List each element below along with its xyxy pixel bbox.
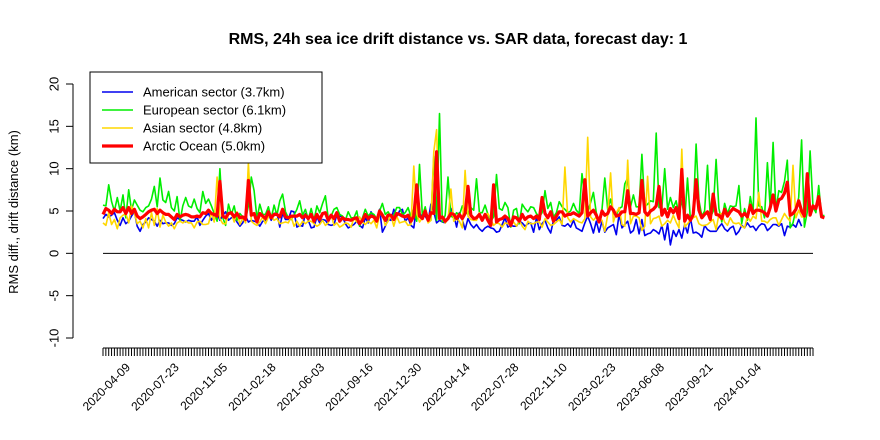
legend-label: Arctic Ocean (5.0km) (143, 139, 265, 154)
x-tick-label: 2021-12-30 (371, 360, 425, 414)
x-tick-label: 2023-09-21 (662, 360, 716, 414)
chart-title: RMS, 24h sea ice drift distance vs. SAR … (229, 31, 688, 48)
y-tick-label: 5 (47, 207, 62, 214)
y-axis: -10 -5 0 5 10 15 20 (47, 77, 74, 348)
x-tick-label: 2020-11-05 (178, 360, 231, 413)
x-tick-label: 2022-07-28 (468, 360, 522, 414)
x-tick-label: 2023-06-08 (614, 360, 668, 414)
legend-label: American sector (3.7km) (143, 85, 285, 100)
y-tick-label: -5 (47, 290, 62, 302)
legend: American sector (3.7km) European sector (… (89, 71, 323, 164)
x-tick-label: 2022-11-10 (517, 360, 570, 413)
y-tick-label: -10 (47, 329, 62, 348)
x-tick-label: 2020-07-23 (128, 360, 182, 414)
x-tick-label: 2021-09-16 (323, 360, 377, 414)
x-tick-label: 2021-06-03 (274, 360, 328, 414)
legend-box (89, 71, 323, 164)
x-axis: 2020-04-092020-07-232020-11-052021-02-18… (80, 347, 814, 414)
x-tick-label: 2022-04-14 (420, 360, 474, 414)
y-tick-label: 10 (47, 161, 62, 175)
y-tick-label: 0 (47, 250, 62, 257)
y-tick-label: 15 (47, 119, 62, 133)
x-tick-label: 2023-02-23 (565, 360, 619, 414)
y-axis-label: RMS diff., drift distance (km) (6, 130, 21, 294)
x-tick-label: 2021-02-18 (225, 360, 279, 414)
y-tick-label: 20 (47, 77, 62, 91)
x-tick-label: 2020-04-09 (80, 360, 134, 414)
x-tick-label: 2024-01-04 (711, 360, 765, 414)
legend-label: European sector (6.1km) (143, 103, 286, 118)
series-lines (101, 112, 825, 246)
legend-label: Asian sector (4.8km) (143, 121, 262, 136)
series-line-3 (101, 150, 825, 227)
